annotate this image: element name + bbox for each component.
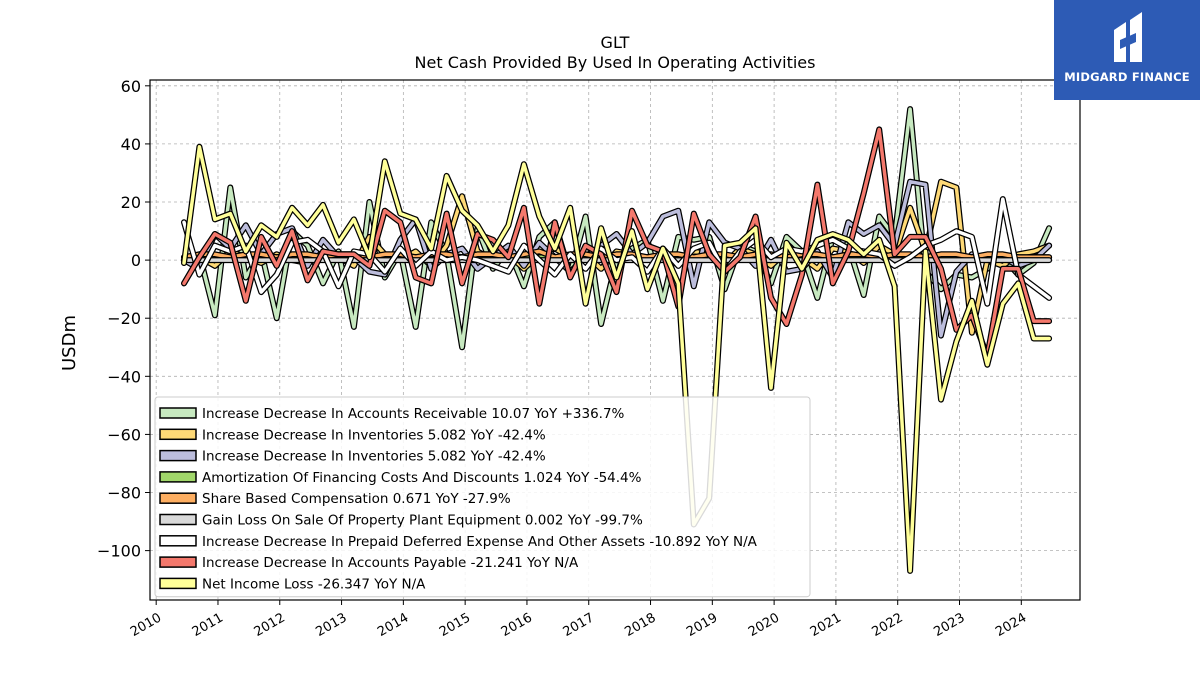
- series-line: [182, 145, 1051, 573]
- x-tick-label: 2023: [931, 610, 967, 640]
- y-tick-label: 20: [121, 193, 141, 212]
- y-tick-label: −60: [107, 425, 141, 444]
- y-tick-label: 40: [121, 135, 141, 154]
- legend-label: Increase Decrease In Inventories 5.082 Y…: [202, 449, 546, 465]
- legend-label: Gain Loss On Sale Of Property Plant Equi…: [202, 513, 643, 529]
- legend-label: Amortization Of Financing Costs And Disc…: [202, 470, 642, 486]
- x-tick-label: 2014: [375, 610, 411, 640]
- x-tick-label: 2013: [313, 610, 349, 640]
- series-line: [182, 179, 1051, 338]
- legend-label: Net Income Loss -26.347 YoY N/A: [202, 576, 426, 592]
- x-tick-label: 2016: [499, 610, 535, 640]
- y-tick-label: −100: [97, 542, 141, 561]
- chart-title: GLT: [601, 33, 630, 52]
- y-tick-label: 0: [131, 251, 141, 270]
- legend-swatch: [159, 492, 197, 504]
- legend-swatch: [159, 428, 197, 441]
- legend-swatch: [159, 513, 197, 526]
- x-tick-label: 2010: [128, 610, 164, 640]
- legend-label: Increase Decrease In Prepaid Deferred Ex…: [202, 534, 758, 550]
- legend-swatch: [159, 577, 197, 590]
- legend-swatch: [159, 535, 197, 547]
- y-tick-label: −20: [107, 309, 141, 328]
- x-tick-label: 2022: [870, 610, 906, 640]
- x-tick-label: 2017: [561, 610, 597, 640]
- legend-swatch: [159, 556, 197, 568]
- brand-logo: MIDGARD FINANCE: [1054, 0, 1200, 100]
- legend-label: Increase Decrease In Accounts Payable -2…: [202, 555, 579, 571]
- plot-area-frame: [149, 79, 1081, 601]
- series-lines: [181, 106, 1053, 574]
- y-axis-label: USDm: [59, 315, 80, 371]
- y-tick-label: 60: [121, 77, 141, 96]
- legend-label: Share Based Compensation 0.671 YoY -27.9…: [202, 491, 511, 507]
- legend-swatch: [159, 407, 197, 419]
- chart-subtitle: Net Cash Provided By Used In Operating A…: [415, 53, 816, 72]
- x-tick-label: 2020: [746, 610, 782, 640]
- series-line: [182, 197, 1051, 306]
- x-tick-label: 2019: [684, 610, 720, 640]
- x-tick-label: 2018: [622, 610, 658, 640]
- legend-label: Increase Decrease In Inventories 5.082 Y…: [202, 427, 546, 443]
- legend-swatch: [159, 449, 197, 462]
- logo-text: MIDGARD FINANCE: [1064, 70, 1190, 84]
- x-tick-label: 2021: [808, 610, 844, 640]
- y-tick-label: −80: [107, 484, 141, 503]
- x-tick-label: 2011: [190, 610, 226, 640]
- legend-swatch: [159, 471, 197, 483]
- x-tick-label: 2015: [437, 610, 473, 640]
- legend-label: Increase Decrease In Accounts Receivable…: [202, 406, 625, 422]
- logo-mark-icon: [1114, 12, 1142, 62]
- series-line: [182, 127, 1051, 358]
- legend-box: [154, 396, 811, 598]
- x-tick-label: 2024: [993, 610, 1029, 640]
- legend: Increase Decrease In Accounts Receivable…: [154, 396, 811, 598]
- y-tick-label: −40: [107, 367, 141, 386]
- x-tick-label: 2012: [252, 610, 288, 640]
